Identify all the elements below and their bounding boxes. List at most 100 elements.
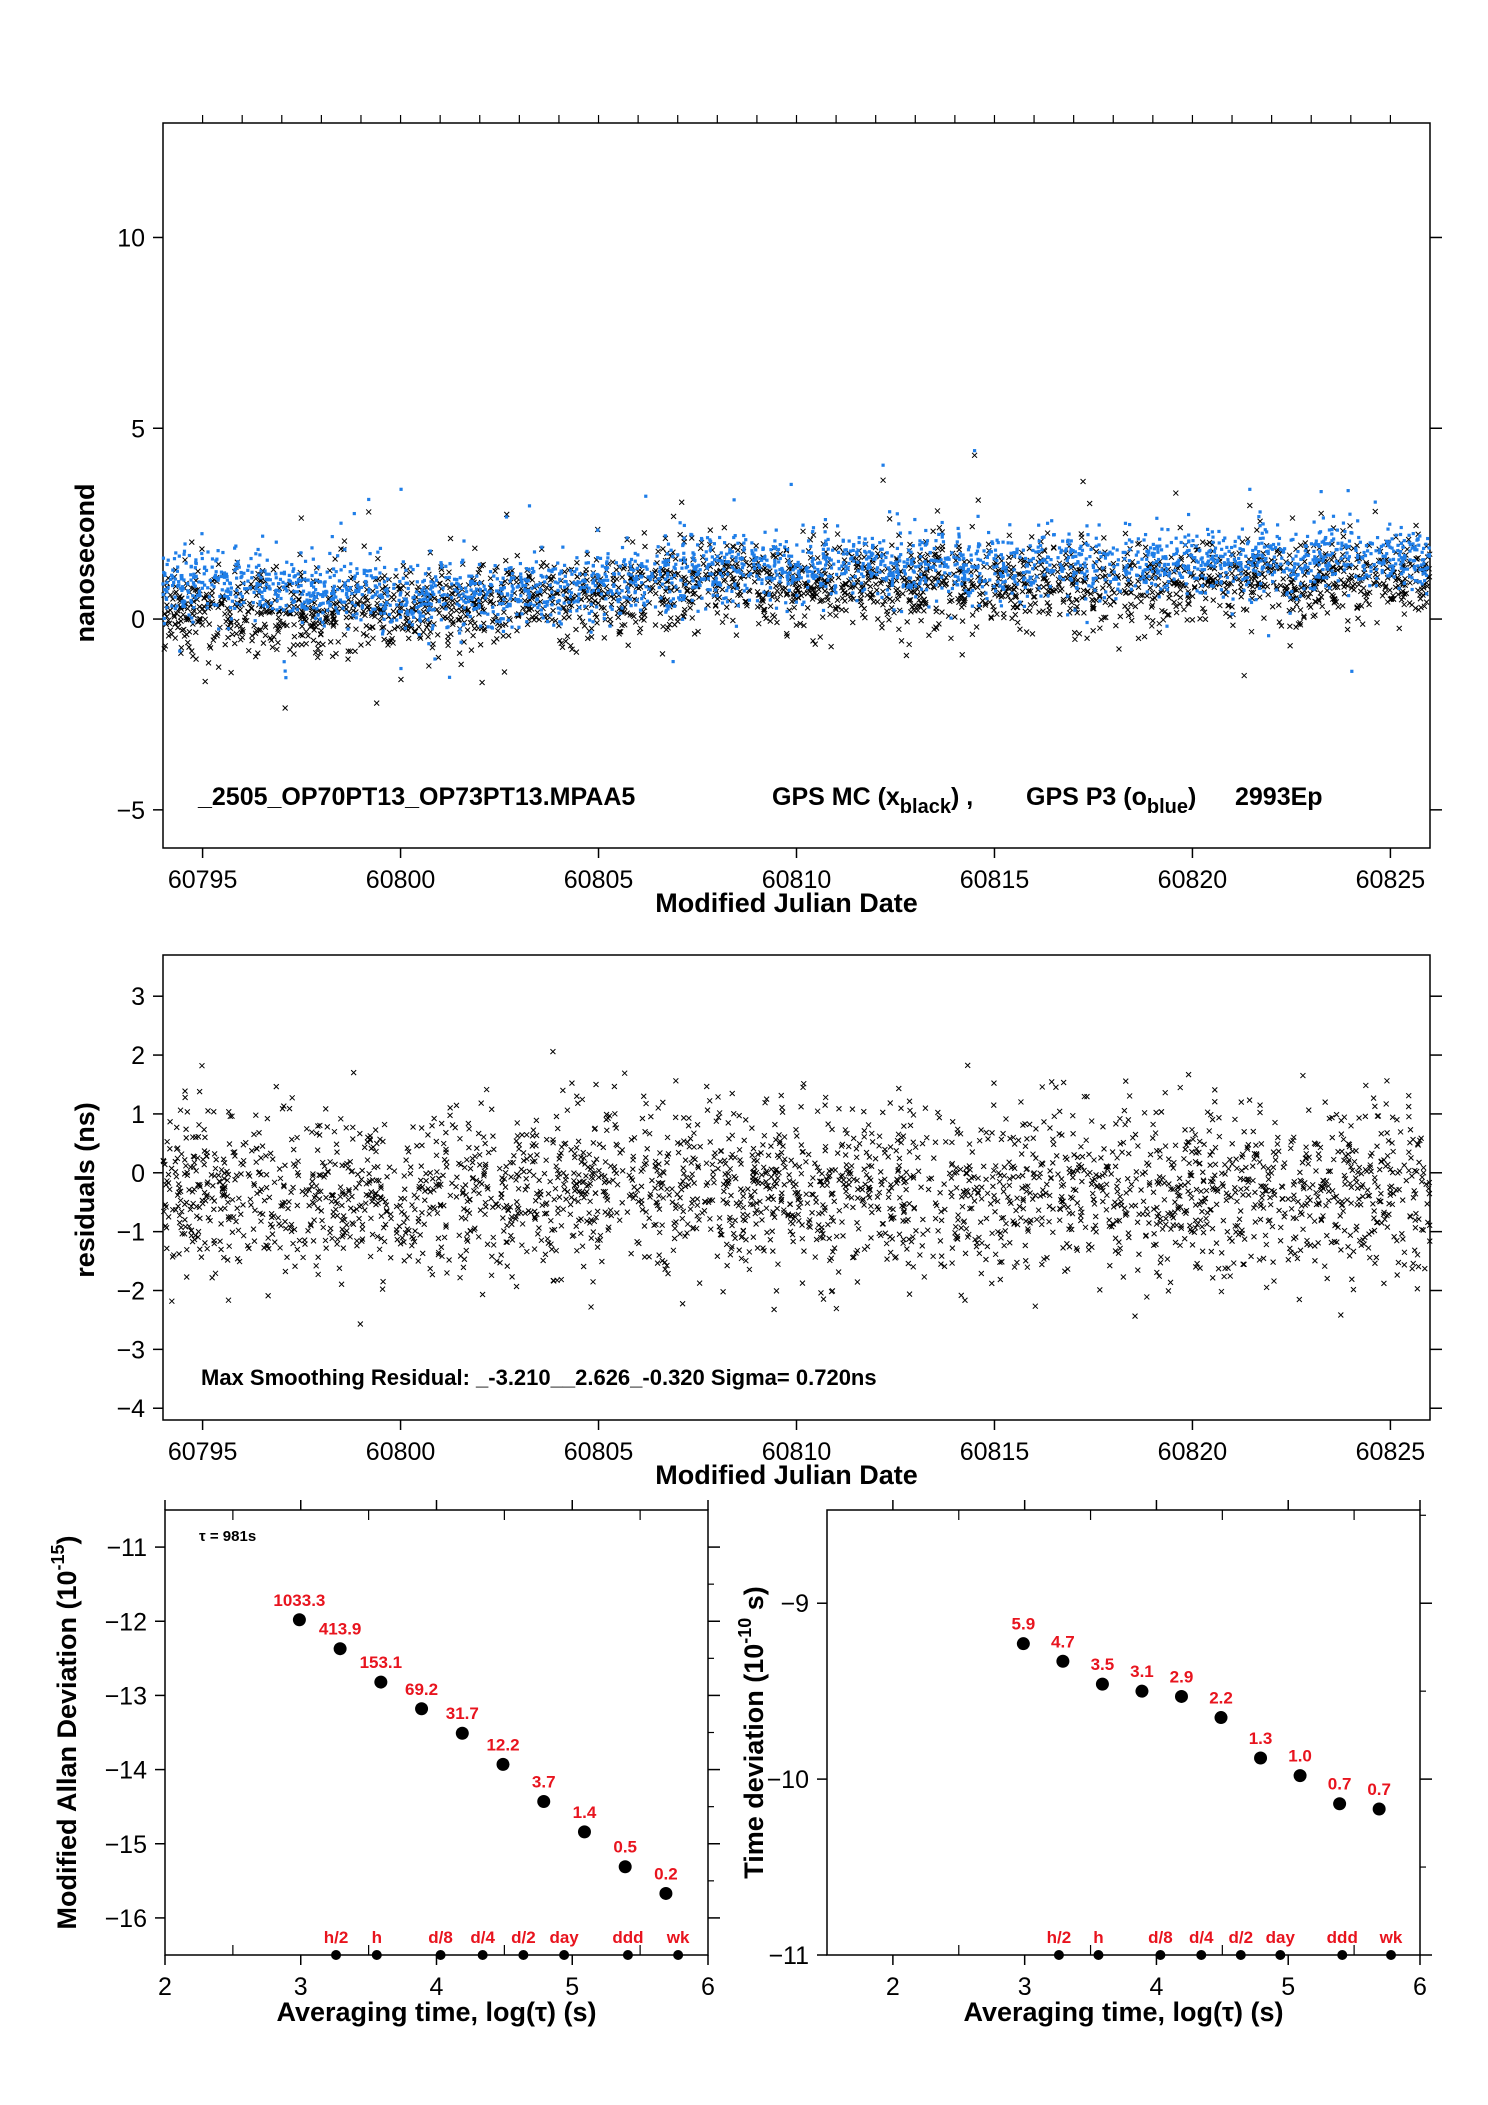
data-point-dot xyxy=(914,595,918,599)
data-point-dot xyxy=(200,532,204,536)
data-point-dot xyxy=(430,627,434,631)
data-point-x xyxy=(678,499,685,506)
data-point-dot xyxy=(635,598,639,602)
data-point-dot xyxy=(1246,566,1251,570)
data-point-dot xyxy=(1145,590,1149,594)
data-point-dot xyxy=(502,607,506,611)
data-point-x xyxy=(1324,610,1331,616)
data-point-x xyxy=(1028,534,1035,540)
data-point-dot xyxy=(501,629,506,634)
data-point-dot xyxy=(194,558,198,562)
data-point-dot xyxy=(557,598,561,603)
data-point-x xyxy=(982,602,989,608)
data-point-dot xyxy=(1010,591,1014,595)
data-point-x xyxy=(210,637,217,644)
data-point-dot xyxy=(966,548,971,552)
data-point-dot xyxy=(634,603,638,607)
data-point-x xyxy=(594,620,600,626)
data-point-dot xyxy=(193,566,197,570)
data-point-x xyxy=(926,575,932,582)
plot1-series-1 xyxy=(161,449,1432,680)
data-point-x xyxy=(1229,570,1235,577)
data-point-dot xyxy=(1075,586,1079,590)
data-point-dot xyxy=(718,535,722,540)
data-point-dot xyxy=(350,601,354,605)
data-point-dot xyxy=(976,566,980,570)
data-point-x xyxy=(299,609,306,616)
data-point-x xyxy=(297,631,304,638)
data-point-dot xyxy=(501,601,505,606)
data-point-dot xyxy=(998,599,1002,603)
data-point-x xyxy=(579,618,586,625)
data-point-x xyxy=(420,608,427,615)
data-point-dot xyxy=(1140,557,1144,561)
data-point-x xyxy=(320,641,326,648)
data-point-dot xyxy=(961,564,966,568)
data-point-x xyxy=(1229,604,1235,610)
data-point-dot xyxy=(1040,548,1044,552)
data-point-dot xyxy=(1023,556,1028,561)
data-point-dot xyxy=(1397,586,1401,590)
data-point-dot xyxy=(795,543,799,547)
data-point-x xyxy=(697,545,704,552)
data-point-x xyxy=(1117,613,1124,620)
data-point-dot xyxy=(1257,515,1261,519)
data-point-x xyxy=(1031,593,1038,600)
data-point-dot xyxy=(629,604,633,608)
data-point-dot xyxy=(941,540,946,544)
data-point-x xyxy=(1063,561,1070,568)
data-point-dot xyxy=(938,564,942,568)
data-point-x xyxy=(1023,629,1030,635)
data-point-x xyxy=(1395,591,1402,598)
data-point-dot xyxy=(446,625,450,629)
data-point-x xyxy=(939,609,945,615)
data-point-dot xyxy=(276,581,281,586)
data-point-dot xyxy=(179,577,183,581)
data-point-x xyxy=(691,631,698,637)
data-point-x xyxy=(975,497,982,503)
data-point-dot xyxy=(1257,586,1262,591)
data-point-x xyxy=(584,635,591,642)
data-point-dot xyxy=(311,606,316,610)
data-point-dot xyxy=(1271,542,1276,547)
data-point-dot xyxy=(163,573,167,577)
data-point-x xyxy=(363,632,370,639)
data-point-x xyxy=(901,577,907,584)
data-point-dot xyxy=(666,571,670,576)
data-point-x xyxy=(1348,585,1355,591)
data-point-dot xyxy=(551,595,555,599)
data-point-dot xyxy=(258,583,262,587)
data-point-dot xyxy=(324,589,328,594)
data-point-dot xyxy=(895,512,899,516)
data-point-x xyxy=(998,593,1005,600)
data-point-dot xyxy=(1042,535,1046,539)
data-point-x xyxy=(833,612,839,619)
data-point-dot xyxy=(235,588,239,592)
data-point-x xyxy=(1339,602,1346,609)
data-point-x xyxy=(1199,539,1206,546)
data-point-dot xyxy=(783,545,787,549)
data-point-dot xyxy=(204,568,209,573)
data-point-x xyxy=(933,605,940,612)
data-point-dot xyxy=(1184,566,1189,570)
data-point-x xyxy=(958,604,965,610)
data-point-dot xyxy=(1377,550,1382,555)
data-point-dot xyxy=(1312,549,1316,553)
data-point-dot xyxy=(433,575,438,579)
data-point-x xyxy=(1005,561,1012,567)
data-point-dot xyxy=(303,570,307,574)
data-point-x xyxy=(215,561,222,568)
data-point-dot xyxy=(532,550,537,554)
data-point-dot xyxy=(940,535,944,539)
data-point-x xyxy=(254,650,261,656)
data-point-dot xyxy=(725,600,730,604)
data-point-dot xyxy=(558,620,562,624)
data-point-dot xyxy=(881,559,885,563)
data-point-x xyxy=(1100,534,1107,541)
data-point-x xyxy=(761,608,767,615)
data-point-dot xyxy=(928,550,932,555)
data-point-x xyxy=(574,559,580,566)
data-point-dot xyxy=(561,545,565,549)
data-point-dot xyxy=(668,590,672,594)
data-point-x xyxy=(1202,595,1209,602)
